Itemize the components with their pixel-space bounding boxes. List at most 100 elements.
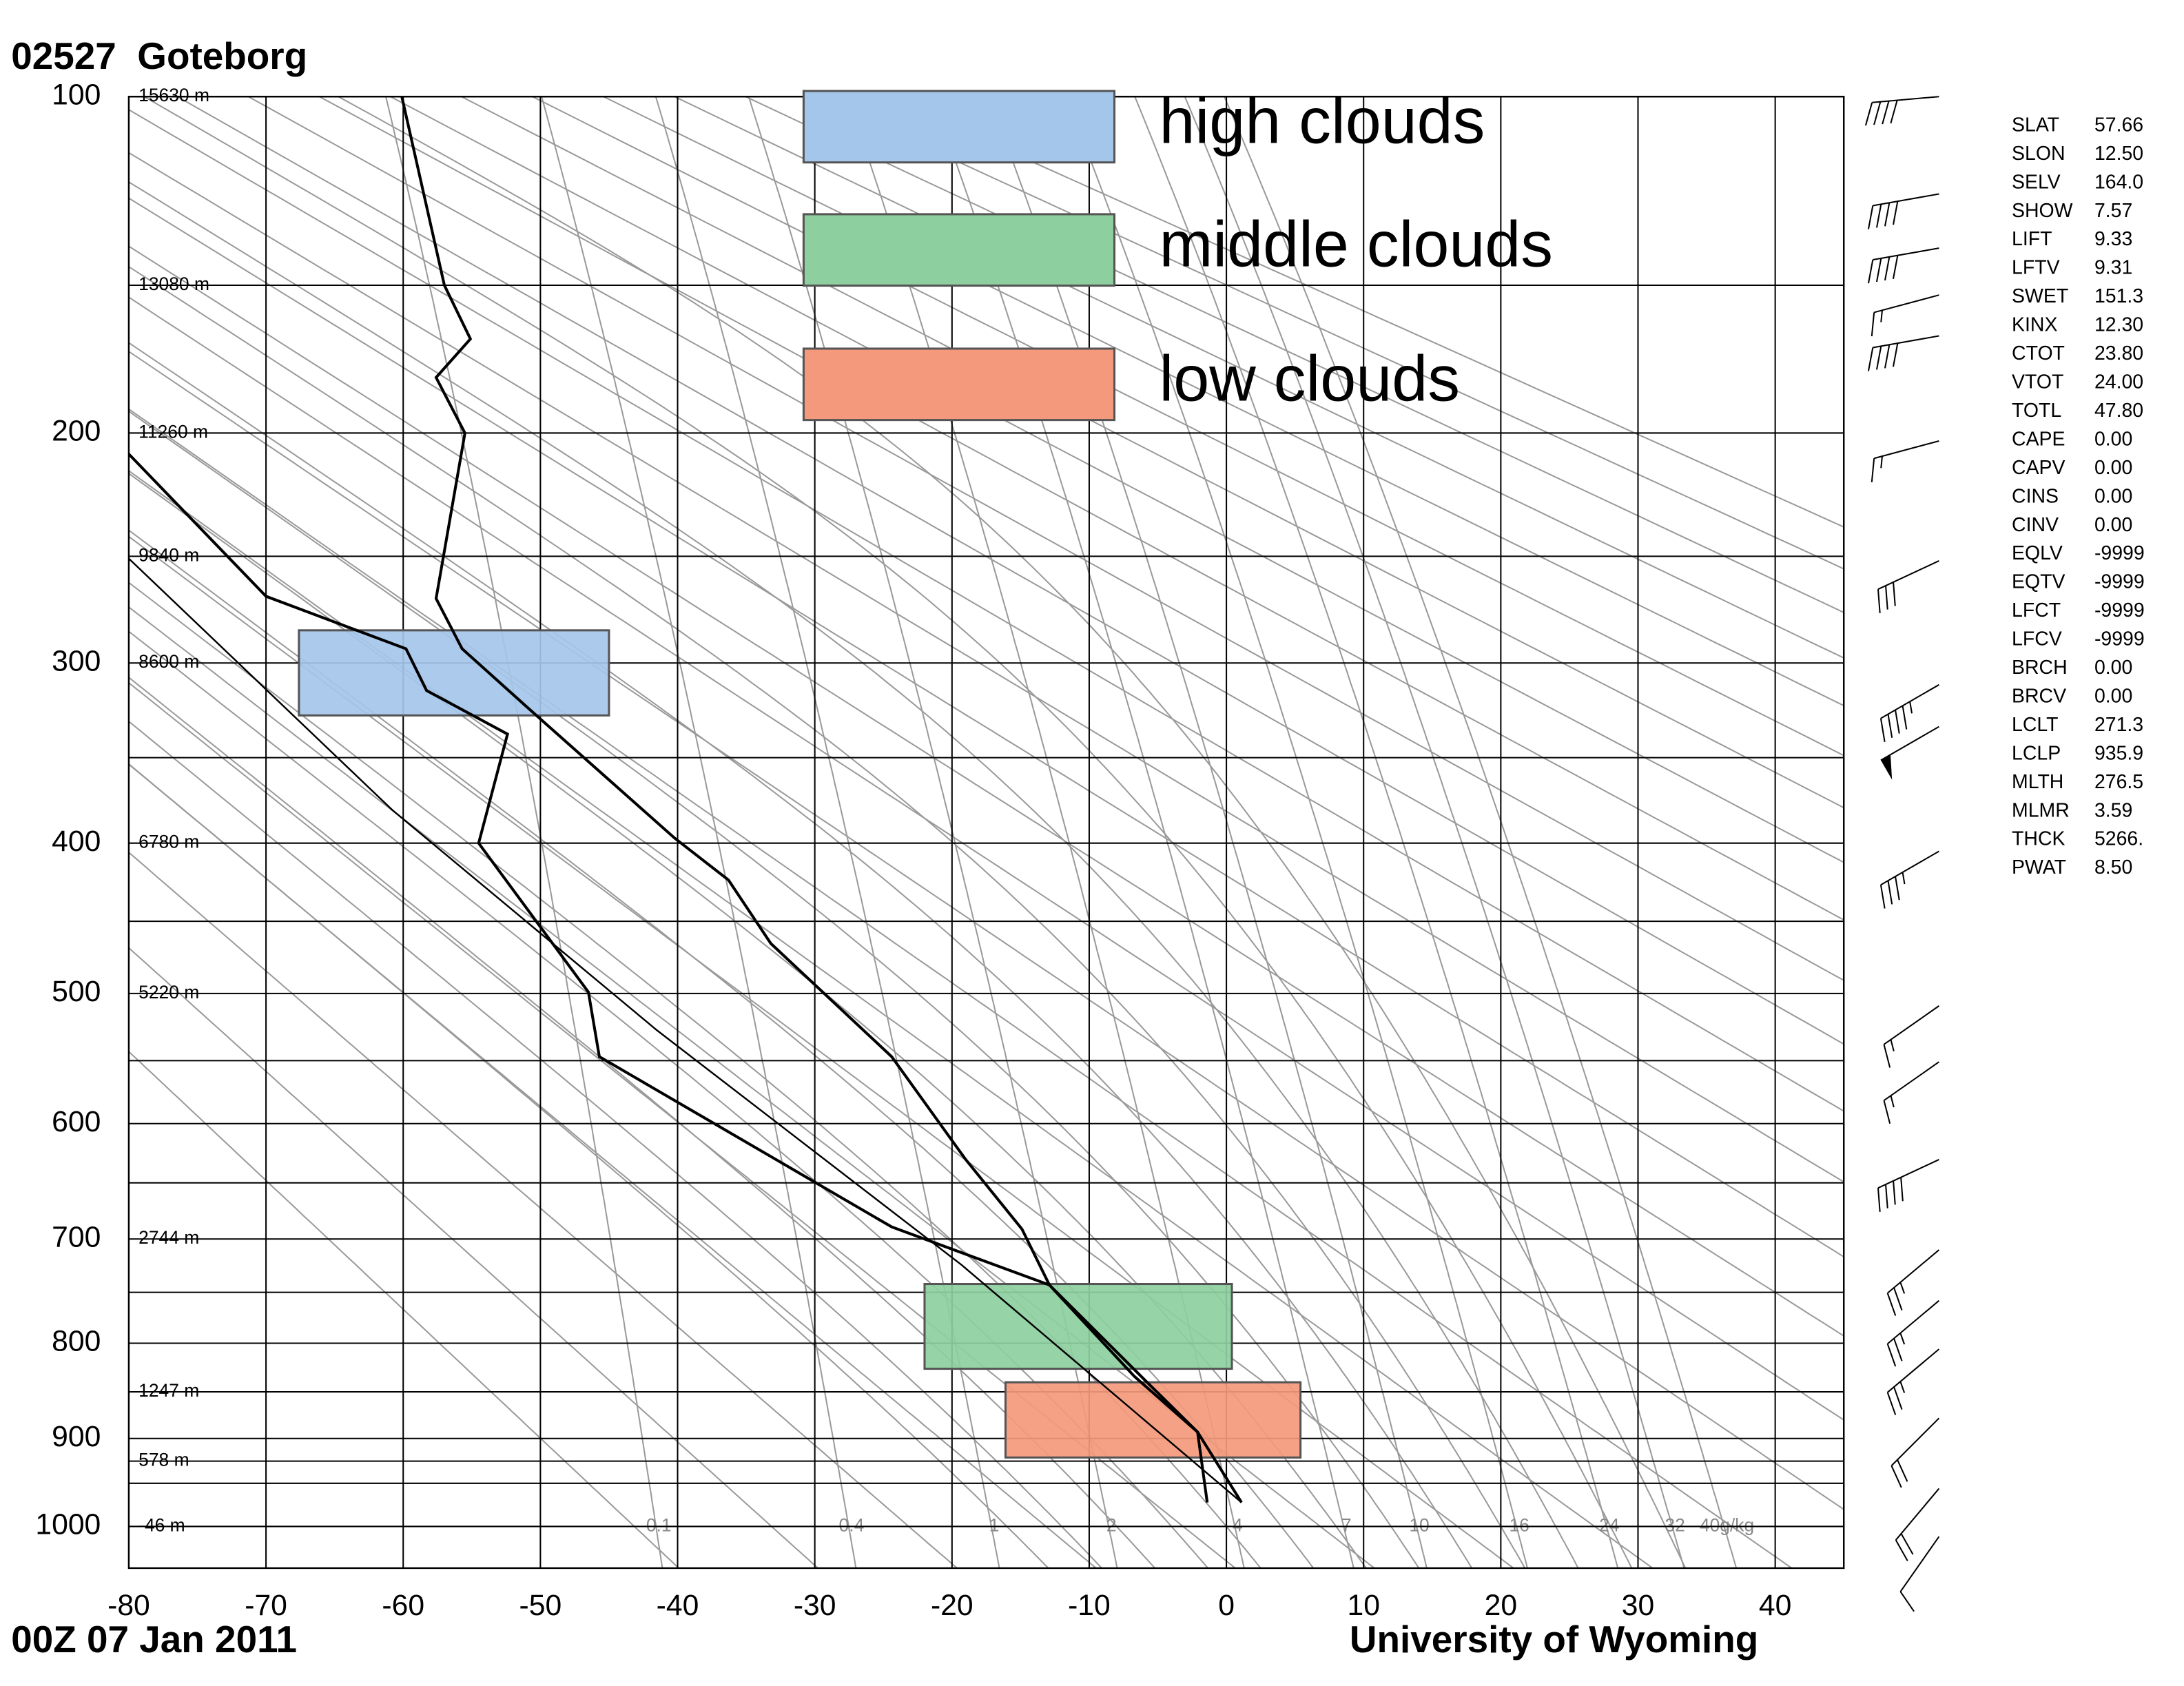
index-name: CINS bbox=[2012, 485, 2059, 507]
mixing-ratio-label: 0.4 bbox=[839, 1514, 865, 1535]
barb-feather bbox=[1892, 255, 1899, 280]
mixing-ratio-label: 7 bbox=[1341, 1514, 1352, 1535]
index-name: LFCT bbox=[2012, 599, 2061, 621]
dry-adiabat bbox=[128, 296, 1844, 1421]
y-tick-label: 800 bbox=[52, 1325, 101, 1358]
mixing-ratio-line bbox=[385, 96, 663, 1568]
barb-feather bbox=[1884, 203, 1891, 227]
wind-barb bbox=[1867, 193, 1939, 229]
legend-swatch bbox=[802, 213, 1116, 287]
moist-adiabat bbox=[128, 342, 1473, 1568]
barb-shaft bbox=[1877, 1159, 1939, 1189]
barb-feather bbox=[1886, 1293, 1897, 1316]
mixing-ratio-label: 24 bbox=[1599, 1514, 1619, 1535]
barb-shaft bbox=[1887, 1348, 1940, 1393]
barb-feather bbox=[1875, 346, 1882, 370]
barb-feather bbox=[1877, 589, 1881, 613]
index-value: 57.66 bbox=[2094, 114, 2143, 136]
index-value: 151.3 bbox=[2094, 285, 2143, 307]
height-label: -46 m bbox=[138, 1514, 185, 1535]
barb-shaft bbox=[1899, 1536, 1940, 1592]
barb-feather bbox=[1891, 1465, 1902, 1488]
index-name: LIFT bbox=[2012, 228, 2052, 250]
index-name: CINV bbox=[2012, 514, 2059, 536]
index-name: BRCH bbox=[2012, 657, 2068, 679]
barb-feather bbox=[1867, 347, 1874, 371]
index-name: SWET bbox=[2012, 285, 2068, 307]
barb-feather bbox=[1864, 102, 1873, 126]
index-value: 0.00 bbox=[2094, 428, 2132, 450]
barb-shaft bbox=[1873, 440, 1939, 460]
index-name: MLTH bbox=[2012, 771, 2063, 793]
dry-adiabat bbox=[128, 152, 1844, 1183]
y-tick-label: 700 bbox=[52, 1221, 101, 1254]
barb-shaft bbox=[1883, 1005, 1939, 1045]
height-label: 9840 m bbox=[138, 544, 199, 565]
wind-barb bbox=[1880, 726, 1939, 780]
wind-barb bbox=[1867, 335, 1939, 371]
mixing-ratio-line bbox=[1184, 96, 1685, 1568]
index-name: LFTV bbox=[2012, 257, 2060, 279]
index-name: CTOT bbox=[2012, 342, 2065, 364]
index-value: 0.00 bbox=[2094, 485, 2132, 507]
barb-feather bbox=[1892, 201, 1899, 225]
dry-adiabat bbox=[128, 197, 1844, 1258]
index-name: CAPE bbox=[2012, 428, 2065, 450]
x-tick-label: 30 bbox=[1622, 1589, 1654, 1622]
index-name: SHOW bbox=[2012, 200, 2073, 222]
barb-shaft bbox=[1887, 1299, 1940, 1345]
barb-half bbox=[1880, 456, 1883, 469]
index-value: 9.33 bbox=[2094, 228, 2132, 250]
moist-adiabat bbox=[128, 265, 1526, 1568]
index-value: 935.9 bbox=[2094, 742, 2143, 764]
dry-adiabat bbox=[532, 96, 1844, 757]
index-value: 23.80 bbox=[2094, 342, 2143, 364]
x-tick-label: -60 bbox=[382, 1589, 424, 1622]
mixing-ratio-line bbox=[1224, 96, 1738, 1568]
mixing-ratio-line bbox=[1065, 96, 1528, 1568]
dry-adiabat bbox=[176, 96, 1844, 1045]
legend-swatch bbox=[802, 347, 1116, 422]
dry-adiabat bbox=[128, 763, 1097, 1568]
legend-label: low clouds bbox=[1160, 342, 1460, 414]
barb-feather bbox=[1900, 1177, 1904, 1202]
height-label: 13080 m bbox=[138, 274, 209, 294]
barb-feather bbox=[1871, 312, 1875, 337]
barb-shaft bbox=[1873, 247, 1939, 261]
x-tick-label: -10 bbox=[1068, 1589, 1111, 1622]
index-value: 0.00 bbox=[2094, 685, 2132, 707]
barb-feather bbox=[1873, 101, 1882, 125]
barb-feather bbox=[1867, 259, 1874, 284]
index-name: MLMR bbox=[2012, 799, 2070, 821]
barb-feather bbox=[1897, 1459, 1908, 1482]
index-value: 0.00 bbox=[2094, 657, 2132, 679]
wind-barb bbox=[1899, 1536, 1940, 1612]
index-name: BRCV bbox=[2012, 685, 2066, 707]
y-tick-label: 900 bbox=[52, 1420, 101, 1453]
barb-half bbox=[1880, 310, 1883, 322]
y-tick-label: 400 bbox=[52, 825, 101, 858]
dry-adiabat bbox=[128, 535, 1514, 1568]
y-tick-label: 300 bbox=[52, 645, 101, 678]
y-tick-label: 500 bbox=[52, 975, 101, 1008]
barb-feather bbox=[1895, 1539, 1908, 1561]
index-name: SLON bbox=[2012, 143, 2065, 165]
barb-feather bbox=[1884, 345, 1891, 369]
index-name: EQLV bbox=[2012, 542, 2063, 564]
height-label: 6780 m bbox=[138, 832, 199, 852]
barb-feather bbox=[1893, 1287, 1903, 1310]
barb-feather bbox=[1899, 1591, 1915, 1612]
moist-adiabat bbox=[128, 720, 1102, 1568]
barb-half bbox=[1899, 1282, 1906, 1294]
barb-feather bbox=[1885, 585, 1888, 610]
index-value: 164.0 bbox=[2094, 171, 2143, 193]
barb-shaft bbox=[1880, 850, 1939, 886]
mixing-ratio-line bbox=[541, 96, 857, 1568]
wind-barb bbox=[1895, 1488, 1940, 1561]
cloud-layer bbox=[923, 1283, 1233, 1370]
height-label: 2744 m bbox=[138, 1227, 199, 1248]
index-value: -9999 bbox=[2094, 628, 2145, 650]
barb-shaft bbox=[1883, 1061, 1939, 1102]
